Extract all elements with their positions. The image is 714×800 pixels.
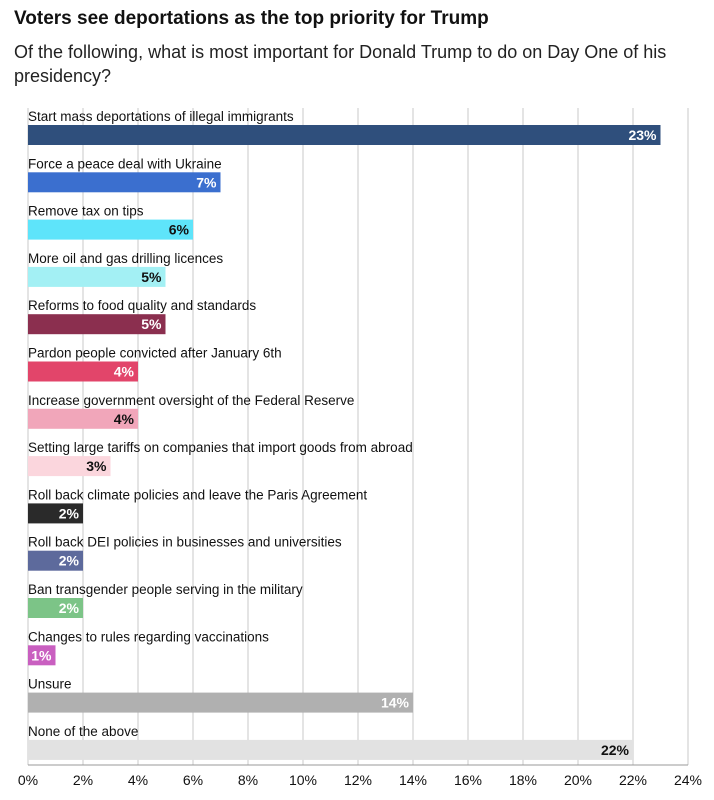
value-label: 2%	[59, 553, 80, 569]
category-label: Force a peace deal with Ukraine	[28, 156, 222, 171]
x-tick-label: 16%	[454, 772, 482, 788]
category-label: Roll back DEI policies in businesses and…	[28, 535, 342, 550]
category-label: Roll back climate policies and leave the…	[28, 487, 367, 502]
value-label: 7%	[196, 174, 217, 190]
bar	[28, 645, 56, 666]
bars: Start mass deportations of illegal immig…	[28, 109, 661, 760]
value-label: 2%	[59, 505, 80, 521]
value-label: 4%	[114, 411, 135, 427]
x-tick-label: 4%	[128, 772, 148, 788]
category-label: Ban transgender people serving in the mi…	[28, 582, 303, 597]
x-tick-label: 18%	[509, 772, 537, 788]
bar	[28, 361, 138, 382]
value-label: 5%	[141, 269, 162, 285]
x-tick-label: 14%	[399, 772, 427, 788]
value-label: 4%	[114, 364, 135, 380]
bar	[28, 456, 111, 477]
bar	[28, 408, 138, 429]
category-label: Increase government oversight of the Fed…	[28, 393, 354, 408]
bar	[28, 314, 166, 335]
bar	[28, 125, 661, 145]
gridlines	[27, 108, 689, 765]
x-tick-label: 10%	[289, 772, 317, 788]
bar	[28, 172, 221, 193]
x-tick-label: 22%	[619, 772, 647, 788]
chart-title: Voters see deportations as the top prior…	[14, 8, 489, 29]
x-tick-label: 8%	[238, 772, 258, 788]
value-label: 1%	[31, 647, 52, 663]
x-axis: 0% 2% 4% 6% 8% 10% 12% 14% 16% 18% 20% 22% 24%	[18, 764, 702, 788]
category-label: Setting large tariffs on companies that …	[28, 440, 413, 455]
category-label: Reforms to food quality and standards	[28, 298, 256, 313]
category-label: More oil and gas drilling licences	[28, 251, 223, 266]
bar	[28, 219, 193, 240]
value-label: 3%	[86, 458, 107, 474]
bar	[28, 692, 413, 713]
value-label: 2%	[59, 600, 80, 616]
category-label: Pardon people convicted after January 6t…	[28, 346, 282, 361]
x-tick-label: 0%	[18, 772, 38, 788]
category-label: Remove tax on tips	[28, 204, 144, 219]
category-label: None of the above	[28, 724, 138, 739]
category-label: Changes to rules regarding vaccinations	[28, 629, 269, 644]
bar	[28, 550, 83, 571]
category-label: Unsure	[28, 677, 72, 692]
value-label: 5%	[141, 316, 162, 332]
x-tick-label: 20%	[564, 772, 592, 788]
value-label: 6%	[169, 222, 190, 238]
x-tick-label: 12%	[344, 772, 372, 788]
chart-subtitle: Of the following, what is most important…	[14, 42, 667, 86]
bar	[28, 739, 633, 760]
value-label: 23%	[628, 127, 657, 143]
category-label: Start mass deportations of illegal immig…	[28, 109, 294, 124]
bar	[28, 266, 166, 287]
x-tick-label: 6%	[183, 772, 203, 788]
x-tick-label: 2%	[73, 772, 93, 788]
value-label: 14%	[381, 695, 410, 711]
value-label: 22%	[601, 742, 630, 758]
x-tick-label: 24%	[674, 772, 702, 788]
bar	[28, 503, 83, 524]
bar	[28, 598, 83, 618]
